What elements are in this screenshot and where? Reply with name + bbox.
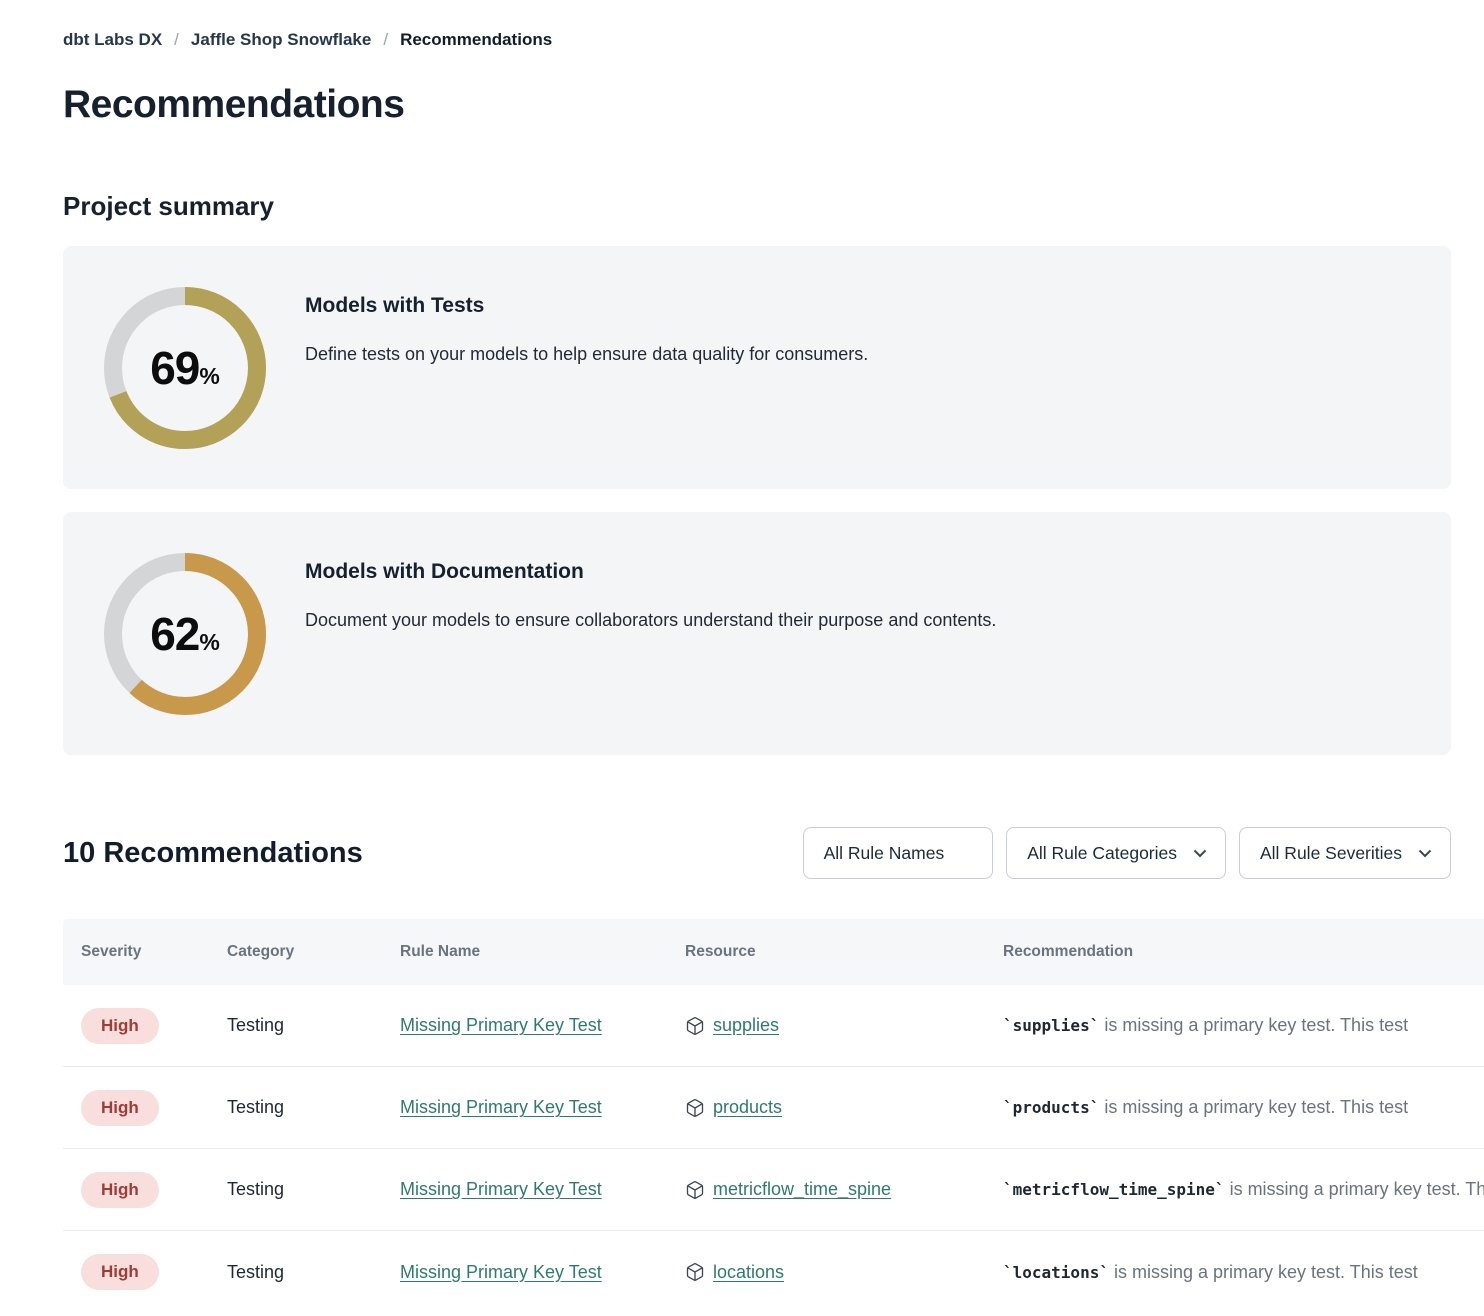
recommendation-text: is missing a primary key test. This test [1229,1179,1484,1199]
recommendations-table: Severity Category Rule Name Resource Rec… [63,919,1484,1313]
resource-code: `locations` [1003,1262,1109,1282]
card-text: Models with Tests Define tests on your m… [305,246,868,365]
table-row: High Testing Missing Primary Key Test lo… [63,1231,1484,1313]
recommendations-header: 10 Recommendations All Rule Names All Ru… [63,827,1451,879]
table-row: High Testing Missing Primary Key Test su… [63,985,1484,1067]
percent-value: 62 [150,607,200,660]
percent-sign: % [199,629,220,655]
category-cell: Testing [227,1097,285,1117]
project-summary-heading: Project summary [63,191,274,221]
breadcrumb-item-account[interactable]: dbt Labs DX [63,30,163,49]
column-header-resource: Resource [685,943,756,960]
filter-rule-names-dropdown[interactable]: All Rule Names [802,827,994,879]
column-header-severity: Severity [81,943,142,960]
filters: All Rule Names All Rule Categories All R… [802,827,1451,879]
page-title: Recommendations [63,83,405,126]
recommendation-cell: `metricflow_time_spine` is missing a pri… [985,1179,1484,1200]
column-header-category: Category [227,943,295,960]
documentation-percent-label: 62% [103,552,267,716]
chevron-down-icon [960,849,974,858]
column-header-recommendation: Recommendation [1003,943,1134,960]
rule-name-link[interactable]: Missing Primary Key Test [400,1015,602,1035]
package-icon [686,1180,704,1199]
resource-code: `supplies` [1003,1016,1100,1035]
card-title: Models with Tests [305,294,485,317]
breadcrumb-separator: / [174,30,179,49]
package-icon [686,1263,704,1281]
table-row: High Testing Missing Primary Key Test pr… [63,1067,1484,1149]
severity-badge: High [81,1089,159,1126]
card-text: Models with Documentation Document your … [305,512,996,631]
filter-rule-severities-dropdown[interactable]: All Rule Severities [1239,827,1451,879]
percent-sign: % [199,363,220,389]
breadcrumb-item-current: Recommendations [400,30,553,49]
category-cell: Testing [227,1261,285,1282]
recommendation-cell: `products` is missing a primary key test… [985,1097,1484,1118]
severity-badge: High [81,1007,159,1044]
recommendation-text: is missing a primary key test. This test [1099,1015,1409,1035]
table-row: High Testing Missing Primary Key Test me… [63,1149,1484,1231]
filter-label: All Rule Severities [1260,842,1402,863]
category-cell: Testing [227,1015,285,1035]
chevron-down-icon [1418,849,1432,857]
severity-badge: High [81,1171,159,1208]
tests-percent-label: 69% [103,286,267,450]
resource-link[interactable]: locations [713,1261,785,1282]
package-icon [686,1016,704,1035]
resource-link[interactable]: metricflow_time_spine [713,1179,892,1199]
filter-rule-categories-dropdown[interactable]: All Rule Categories [1006,827,1226,879]
filter-label: All Rule Names [823,842,945,863]
rule-name-link[interactable]: Missing Primary Key Test [400,1179,602,1199]
category-cell: Testing [227,1179,285,1199]
rule-name-link[interactable]: Missing Primary Key Test [400,1097,602,1117]
filter-label: All Rule Categories [1027,842,1177,863]
card-title: Models with Documentation [305,560,584,583]
recommendation-text: is missing a primary key test. This test [1108,1261,1418,1282]
documentation-donut-chart: 62% [103,552,267,716]
resource-link[interactable]: products [713,1097,783,1117]
recommendation-cell: `locations` is missing a primary key tes… [985,1262,1484,1283]
package-icon [686,1098,704,1117]
recommendation-text: is missing a primary key test. This test [1099,1097,1409,1117]
recommendation-cell: `supplies` is missing a primary key test… [985,1015,1484,1036]
summary-card-models-with-documentation: 62% Models with Documentation Document y… [63,512,1451,755]
breadcrumb-separator: / [383,30,389,49]
severity-badge: High [81,1254,159,1290]
recommendations-count-heading: 10 Recommendations [63,836,363,869]
resource-code: `products` [1003,1098,1100,1117]
card-description: Define tests on your models to help ensu… [305,344,869,364]
card-description: Document your models to ensure collabora… [305,610,997,630]
donut-svg [104,552,266,715]
percent-value: 69 [150,341,200,394]
summary-card-models-with-tests: 69% Models with Tests Define tests on yo… [63,246,1451,489]
rule-name-link[interactable]: Missing Primary Key Test [400,1261,602,1282]
chevron-down-icon [1193,849,1207,857]
resource-link[interactable]: supplies [713,1015,780,1035]
tests-donut-chart: 69% [103,286,267,450]
table-header-row: Severity Category Rule Name Resource Rec… [63,919,1484,985]
column-header-rule-name: Rule Name [400,943,481,960]
breadcrumb: dbt Labs DX / Jaffle Shop Snowflake / Re… [0,0,1484,50]
resource-code: `metricflow_time_spine` [1003,1180,1225,1199]
breadcrumb-item-project[interactable]: Jaffle Shop Snowflake [190,30,372,49]
donut-svg [104,286,266,449]
